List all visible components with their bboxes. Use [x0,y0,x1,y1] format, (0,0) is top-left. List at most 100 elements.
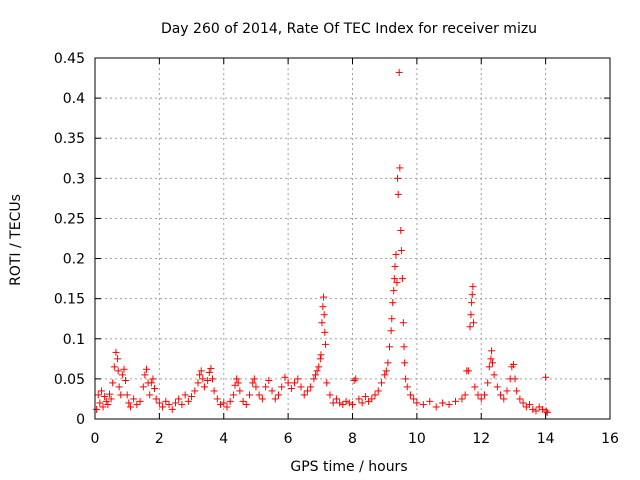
data-point [114,367,122,375]
data-point [387,327,395,335]
data-point [220,399,228,407]
data-point [287,385,295,393]
data-point [278,383,286,391]
data-point [371,391,379,399]
y-tick-label: 0.35 [54,131,85,147]
data-point [395,68,403,76]
data-point [336,399,344,407]
data-point [388,315,396,323]
data-point [406,391,414,399]
data-point [112,348,120,356]
data-point [250,375,258,383]
data-point [205,368,213,376]
data-point [196,371,204,379]
data-point [374,387,382,395]
data-point [139,383,147,391]
data-point [175,395,183,403]
data-point [122,376,130,384]
data-point [307,383,315,391]
data-point [291,379,299,387]
data-point [93,405,101,413]
data-point [543,409,551,417]
data-point [109,379,117,387]
data-point [281,373,289,381]
data-point [342,397,350,405]
data-point [318,319,326,327]
x-tick-label: 12 [472,431,490,447]
x-tick-label: 6 [284,431,293,447]
data-point [297,383,305,391]
data-point [246,391,253,399]
data-point [229,391,237,399]
data-point [207,364,215,372]
data-point [300,391,308,399]
data-point [105,390,113,398]
data-point [310,375,318,383]
data-point [419,401,427,409]
data-point [401,359,409,367]
data-point [321,340,329,348]
data-point [123,391,131,399]
data-point [474,391,482,399]
data-point [394,190,402,198]
y-tick-label: 0.3 [63,171,85,187]
data-point [402,375,410,383]
data-point [101,393,109,401]
data-point [96,399,104,407]
data-point [509,360,517,368]
data-point [500,395,508,403]
x-tick-label: 10 [408,431,426,447]
data-point [403,383,411,391]
data-point [332,395,340,403]
data-point [236,387,244,395]
data-point [320,311,328,319]
y-axis-label: ROTI / TECUs [8,194,24,286]
data-point [390,275,398,283]
data-point [432,403,440,411]
data-point [468,299,476,307]
x-tick-label: 2 [155,431,164,447]
x-tick-label: 8 [348,431,357,447]
grid-layer [95,58,610,419]
data-point [136,397,144,405]
data-point [538,405,546,413]
data-point [329,399,337,407]
data-point [526,401,534,409]
data-point [352,375,360,383]
data-point [317,351,325,359]
x-axis-label: GPS time / hours [290,459,407,475]
data-point [102,397,110,405]
data-point [197,367,205,375]
data-point [361,393,369,401]
data-point [233,375,241,383]
data-point [188,393,196,401]
data-point [445,401,453,409]
x-tick-label: 0 [91,431,100,447]
data-point [271,395,279,403]
data-points-layer [93,68,551,417]
data-point [464,367,472,375]
data-point [213,395,221,403]
data-point [382,367,390,375]
data-point [392,251,400,259]
data-point [398,275,406,283]
data-point [249,379,257,387]
data-point [386,343,394,351]
data-point [513,387,521,395]
data-point [159,403,167,411]
data-point [258,395,266,403]
data-point [143,365,150,373]
y-tick-label: 0.1 [63,332,85,348]
data-point [470,319,478,327]
data-point [511,375,519,383]
data-point [268,387,276,395]
data-point [399,319,407,327]
data-point [377,379,385,387]
data-point [147,379,155,387]
data-point [397,247,405,255]
data-point [200,383,208,391]
data-point [133,401,141,409]
x-tick-label: 14 [537,431,555,447]
